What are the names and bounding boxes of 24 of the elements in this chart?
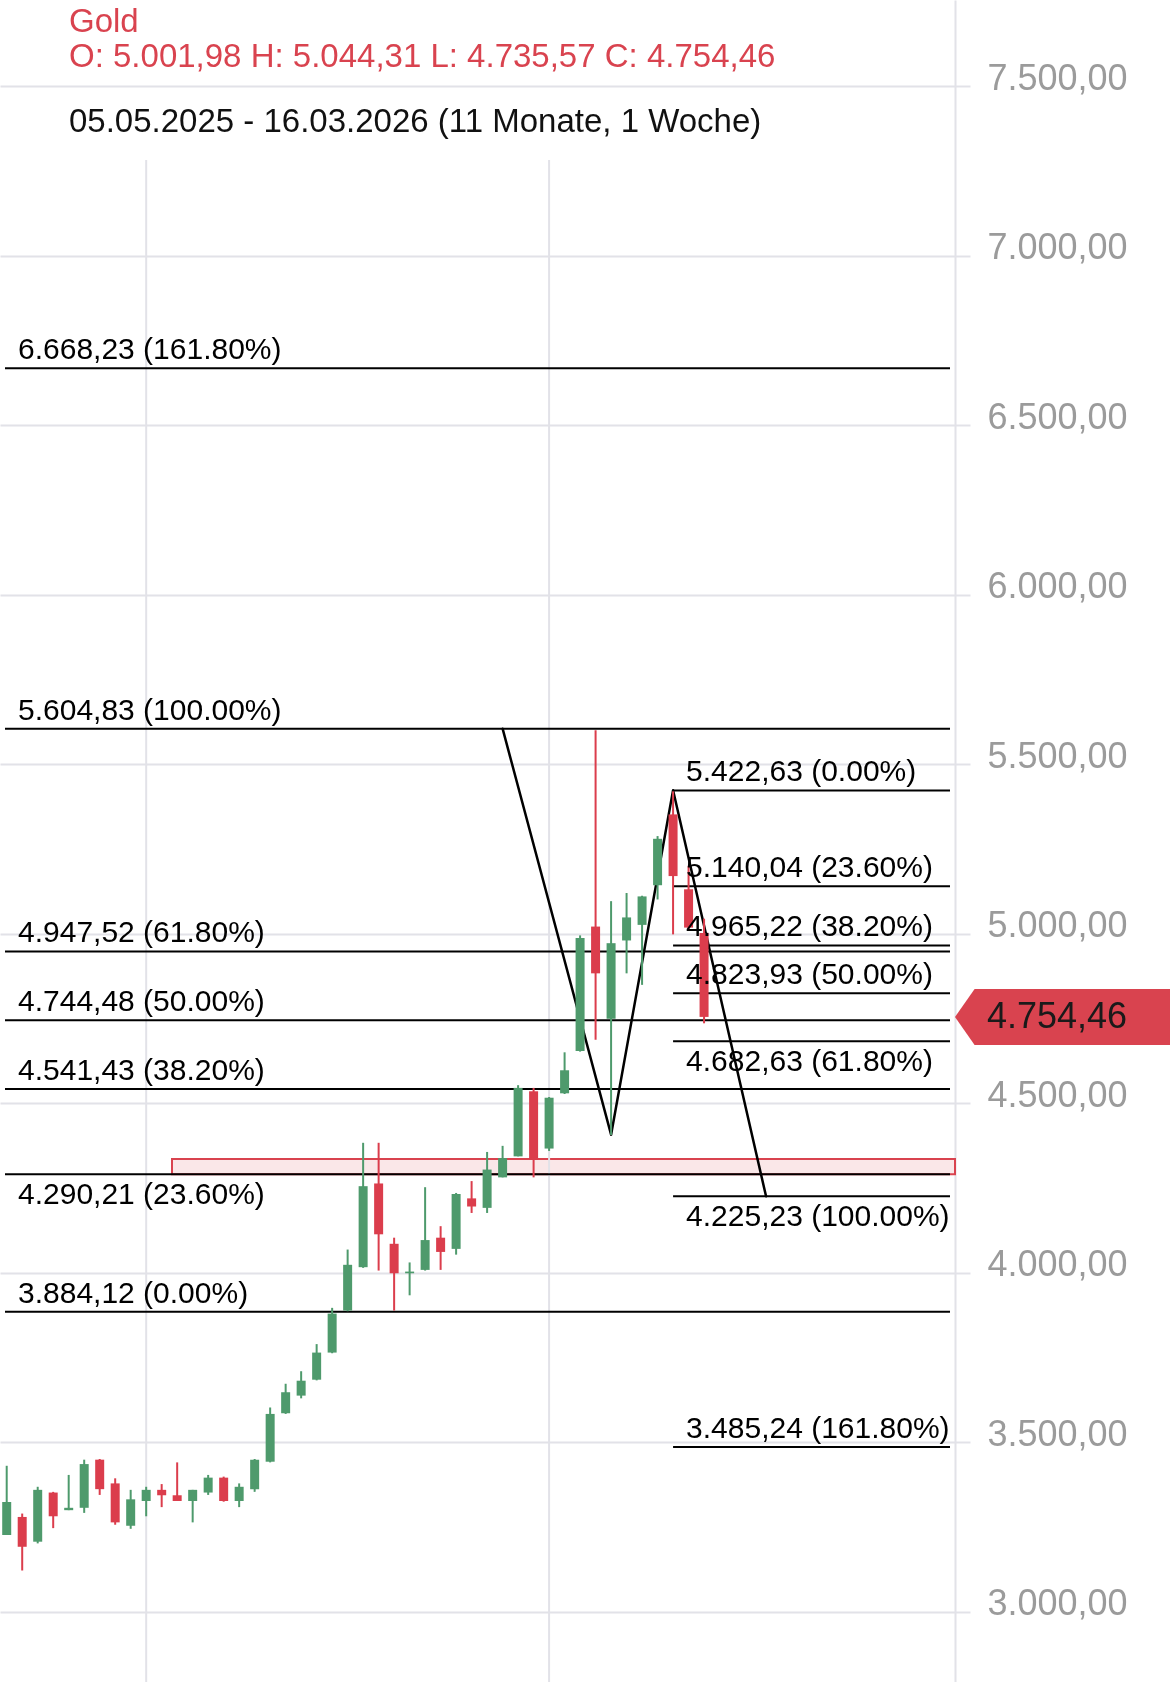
y-tick-label: 7.000,00 bbox=[987, 226, 1128, 268]
text: 4.754,46 bbox=[987, 994, 1128, 1036]
y-tick-label: 3.500,00 bbox=[987, 1412, 1128, 1454]
ref-line-label: 5.422,63 (0.00%) bbox=[686, 754, 917, 788]
ref-line-label: 4.225,23 (100.00%) bbox=[686, 1199, 950, 1233]
y-tick-label: 6.500,00 bbox=[987, 395, 1128, 437]
y-tick-label: 6.000,00 bbox=[987, 565, 1128, 607]
chart-title: Gold bbox=[69, 2, 139, 39]
y-tick-label: 5.000,00 bbox=[987, 904, 1128, 946]
annotation: 05.05.2025 - 16.03.2026 (11 Monate, 1 Woche) bbox=[69, 102, 762, 139]
ref-line-label: 4.744,48 (50.00%) bbox=[18, 984, 265, 1018]
ref-line-label: 4.541,43 (38.20%) bbox=[18, 1053, 265, 1087]
ref-line-label: 4.290,21 (23.60%) bbox=[18, 1177, 265, 1211]
y-tick-label: 3.000,00 bbox=[987, 1582, 1128, 1624]
ref-line-label: 4.947,52 (61.80%) bbox=[18, 915, 265, 949]
ref-line-label: 5.604,83 (100.00%) bbox=[18, 692, 282, 726]
y-tick-label: 7.500,00 bbox=[987, 56, 1128, 98]
ref-line-label: 3.485,24 (161.80%) bbox=[686, 1411, 950, 1445]
text: O: 5.001,98 H: 5.044,31 L: 4.735,57 C: 4.754,46 bbox=[69, 37, 776, 74]
ref-line-label: 6.668,23 (161.80%) bbox=[18, 332, 282, 366]
ref-line-label: 3.884,12 (0.00%) bbox=[18, 1275, 249, 1309]
y-tick-label: 5.500,00 bbox=[987, 734, 1128, 776]
y-tick-label: 4.000,00 bbox=[987, 1243, 1128, 1285]
y-tick-label: 4.500,00 bbox=[987, 1073, 1128, 1115]
